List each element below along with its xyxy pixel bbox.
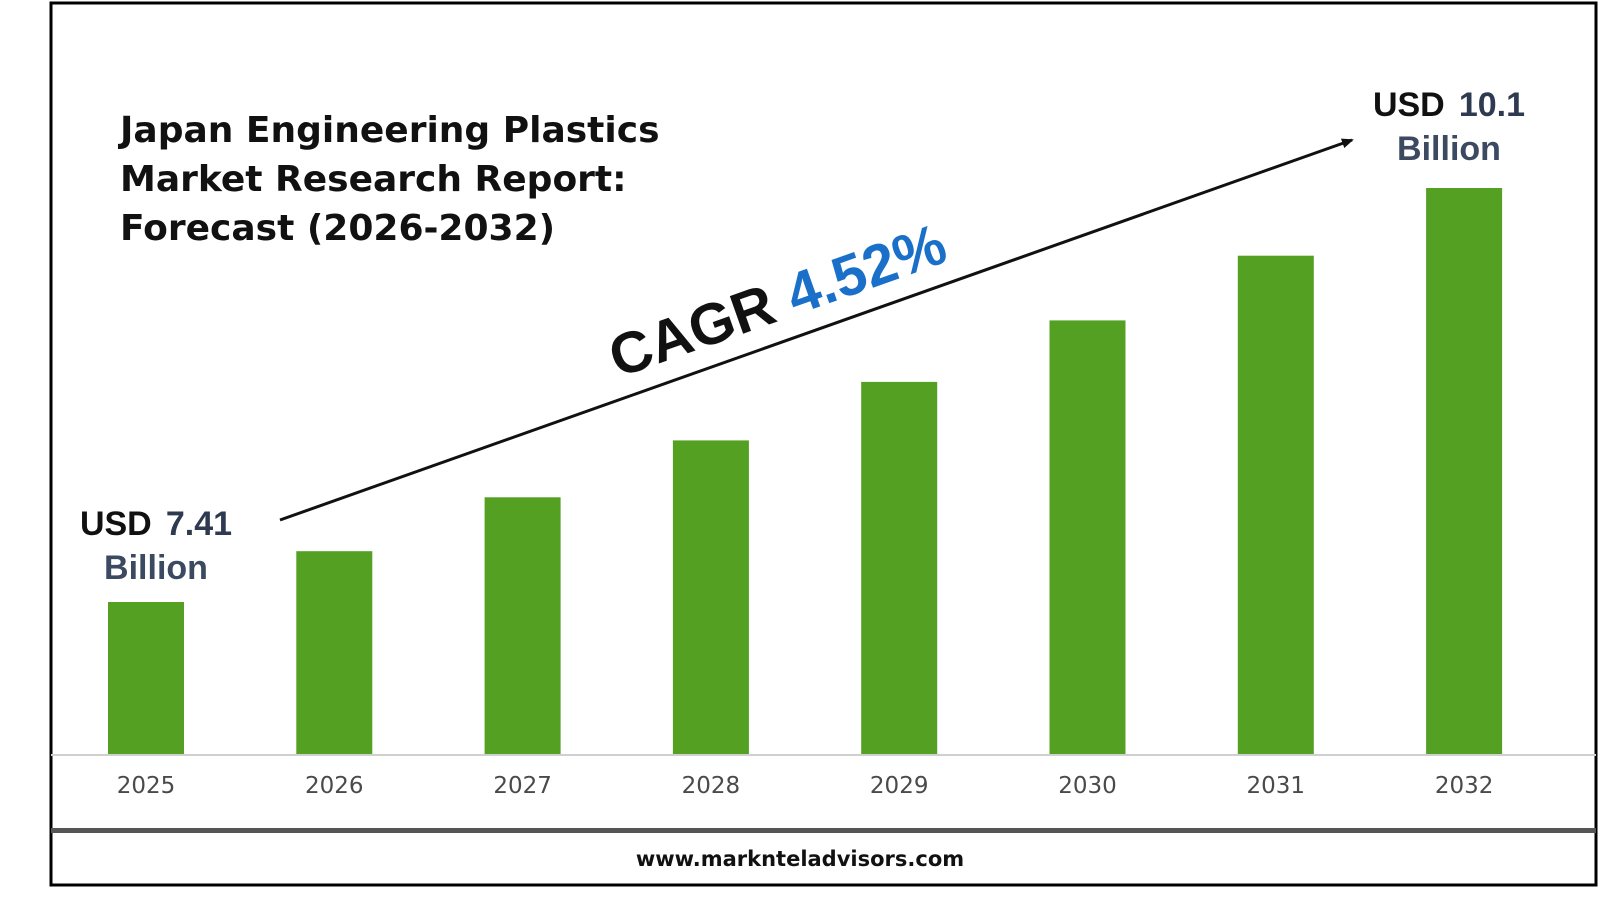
end-value-number: 10.1 — [1459, 86, 1525, 124]
end-value-label: USD 10.1 — [1373, 86, 1525, 124]
x-tick-label-2032: 2032 — [1435, 773, 1494, 799]
trend-arrow — [279, 138, 1354, 522]
start-value-unit: Billion — [104, 549, 208, 587]
footer-url: www.marknteladvisors.com — [636, 847, 964, 871]
chart-title-line-2: Market Research Report: — [120, 159, 627, 200]
x-tick-label-2025: 2025 — [117, 773, 176, 799]
x-tick-label-2030: 2030 — [1058, 773, 1117, 799]
x-tick-label-2027: 2027 — [493, 773, 552, 799]
end-value-prefix: USD — [1373, 86, 1445, 124]
bar-2025 — [108, 602, 184, 755]
x-tick-label-2029: 2029 — [870, 773, 929, 799]
chart-title-line-3: Forecast (2026-2032) — [120, 208, 555, 249]
bar-2032 — [1426, 188, 1503, 755]
bar-2029 — [861, 381, 938, 755]
bar-2030 — [1049, 320, 1126, 755]
bar-2027 — [484, 497, 561, 755]
x-tick-label-2028: 2028 — [682, 773, 741, 799]
x-tick-label-2026: 2026 — [305, 773, 364, 799]
chart-title-line-1: Japan Engineering Plastics — [117, 110, 660, 151]
end-value-unit: Billion — [1397, 130, 1501, 168]
bar-2028 — [672, 440, 749, 755]
bar-2026 — [296, 551, 373, 755]
bar-2031 — [1237, 255, 1314, 755]
start-value-number: 7.41 — [166, 505, 232, 543]
bar-series — [108, 188, 1503, 755]
x-tick-label-2031: 2031 — [1247, 773, 1306, 799]
x-axis-tick-labels: 2025 2026 2027 2028 2029 2030 2031 2032 — [117, 773, 1494, 799]
footer-separator — [51, 828, 1596, 833]
start-value-prefix: USD — [80, 505, 152, 543]
start-value-label: USD 7.41 — [80, 505, 232, 543]
